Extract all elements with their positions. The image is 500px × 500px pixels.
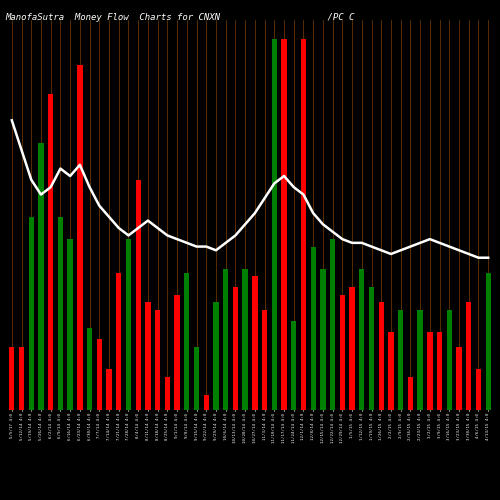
Bar: [242, 269, 248, 410]
Bar: [106, 369, 112, 410]
Bar: [398, 310, 404, 410]
Bar: [68, 239, 73, 410]
Bar: [232, 288, 238, 410]
Bar: [418, 310, 423, 410]
Bar: [408, 376, 413, 410]
Bar: [145, 302, 150, 410]
Bar: [446, 310, 452, 410]
Bar: [320, 269, 326, 410]
Bar: [437, 332, 442, 410]
Bar: [486, 272, 491, 410]
Bar: [350, 288, 355, 410]
Bar: [214, 302, 218, 410]
Bar: [58, 217, 63, 410]
Bar: [330, 239, 336, 410]
Bar: [116, 272, 121, 410]
Bar: [9, 347, 15, 410]
Bar: [388, 332, 394, 410]
Bar: [291, 321, 296, 410]
Bar: [194, 347, 199, 410]
Bar: [476, 369, 481, 410]
Bar: [77, 64, 82, 410]
Bar: [427, 332, 432, 410]
Bar: [340, 295, 345, 410]
Bar: [155, 310, 160, 410]
Bar: [28, 217, 34, 410]
Bar: [282, 38, 286, 410]
Bar: [252, 276, 258, 410]
Bar: [164, 376, 170, 410]
Bar: [369, 288, 374, 410]
Bar: [262, 310, 268, 410]
Text: ManofaSutra  Money Flow  Charts for CNXN                    /PC C               : ManofaSutra Money Flow Charts for CNXN /…: [5, 12, 500, 22]
Bar: [272, 38, 277, 410]
Bar: [456, 347, 462, 410]
Bar: [126, 239, 131, 410]
Bar: [38, 142, 44, 410]
Bar: [87, 328, 92, 410]
Bar: [174, 295, 180, 410]
Bar: [223, 269, 228, 410]
Bar: [359, 269, 364, 410]
Bar: [301, 38, 306, 410]
Bar: [378, 302, 384, 410]
Bar: [136, 180, 141, 410]
Bar: [466, 302, 471, 410]
Bar: [48, 94, 54, 410]
Bar: [204, 395, 209, 410]
Bar: [96, 340, 102, 410]
Bar: [184, 272, 190, 410]
Bar: [310, 246, 316, 410]
Bar: [19, 347, 24, 410]
